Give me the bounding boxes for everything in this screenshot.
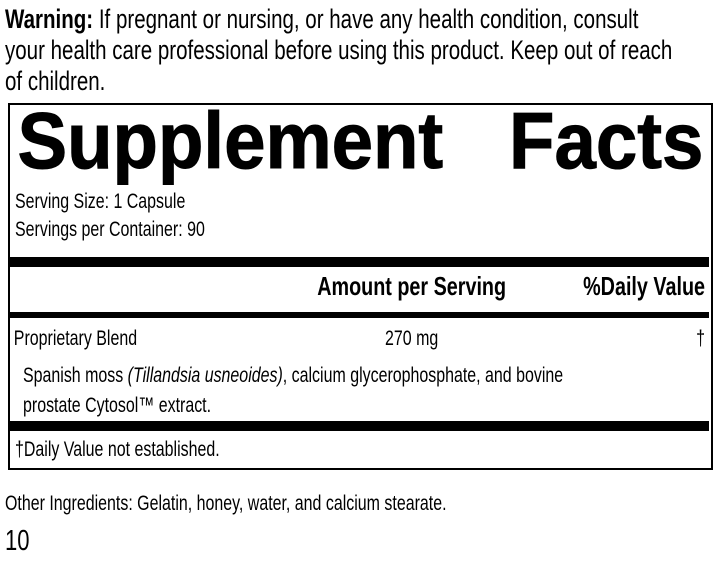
servings-per-container: Servings per Container: 90 — [15, 218, 205, 241]
warning-paragraph: Warning: If pregnant or nursing, or have… — [5, 4, 720, 97]
panel-title-left: Supplement — [17, 96, 444, 185]
page-number: 10 — [5, 525, 30, 557]
column-header-daily-value: %Daily Value — [583, 271, 706, 301]
column-header-spacer — [14, 271, 278, 301]
warning-line-1: Warning: If pregnant or nursing, or have… — [5, 4, 720, 35]
ingredient-row: Proprietary Blend 270 mg † — [10, 325, 711, 353]
serving-size: Serving Size: 1 Capsule — [15, 190, 186, 213]
daily-value-footnote: †Daily Value not established. — [15, 438, 220, 461]
thick-divider-top — [10, 257, 709, 267]
ingredient-daily-value-dagger: † — [696, 327, 706, 350]
ingredient-description-line-2: prostate Cytosol™ extract. — [23, 391, 720, 421]
ingredient-description-line-1: Spanish moss (Tillandsia usneoides), cal… — [23, 361, 720, 391]
warning-line-1-text: If pregnant or nursing, or have any heal… — [93, 4, 639, 34]
warning-line-2: your health care professional before usi… — [5, 35, 673, 65]
other-ingredients: Other Ingredients: Gelatin, honey, water… — [5, 492, 447, 515]
description-text: , calcium glycerophosphate, and bovine — [282, 364, 564, 387]
divider-below-headers — [10, 312, 709, 318]
trademark-symbol: ™ — [138, 394, 155, 417]
panel-title-right: Facts — [509, 96, 704, 185]
ingredient-amount: 270 mg — [385, 327, 439, 350]
description-text: Spanish moss — [23, 364, 128, 387]
warning-line-3: of children. — [5, 66, 106, 96]
supplement-facts-panel: Supplement Facts Serving Size: 1 Capsule… — [8, 96, 716, 470]
serving-info: Serving Size: 1 Capsule Servings per Con… — [15, 188, 716, 244]
column-header-row: Amount per Serving %Daily Value — [10, 271, 711, 301]
warning-label: Warning: — [5, 4, 94, 34]
description-text: prostate Cytosol — [23, 394, 139, 417]
column-header-amount: Amount per Serving — [317, 271, 507, 301]
ingredient-name: Proprietary Blend — [13, 327, 138, 350]
description-text: extract. — [154, 394, 212, 417]
divider-above-footnote — [10, 421, 709, 431]
description-latin-name: (Tillandsia usneoides) — [127, 364, 283, 387]
ingredient-description: Spanish moss (Tillandsia usneoides), cal… — [23, 361, 720, 421]
panel-title: Supplement Facts — [10, 96, 711, 185]
